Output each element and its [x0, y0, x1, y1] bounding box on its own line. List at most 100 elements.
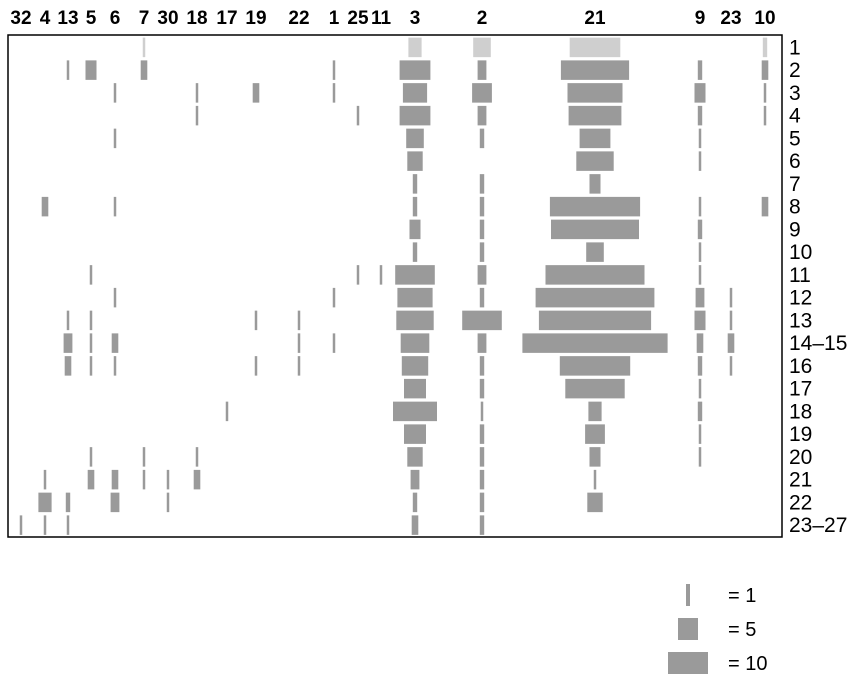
cell-2-row-2	[477, 60, 487, 80]
column-label: 2	[477, 8, 488, 29]
cell-2-row-21	[479, 469, 485, 490]
cell-9-row-4	[697, 105, 703, 126]
cell-2-row-1	[473, 37, 491, 58]
column-label: 18	[186, 8, 207, 29]
column-label: 3	[410, 8, 421, 29]
cell-21-row-7	[589, 174, 601, 194]
cell-2-row-12	[479, 287, 485, 308]
cell-5-row-11	[89, 265, 93, 285]
cell-2-row-7	[479, 174, 485, 194]
cell-1-row-3	[332, 83, 336, 103]
cell-9-row-16	[697, 356, 703, 376]
cell-21-row-5	[579, 128, 611, 149]
legend: = 1 = 5 = 10	[668, 584, 767, 675]
cell-5-row-2	[85, 60, 97, 80]
legend-label: = 1	[728, 585, 756, 607]
cell-6-row-3	[113, 83, 117, 103]
cell-2-row-9	[479, 219, 485, 240]
cell-21-row-14–15	[522, 333, 668, 353]
cell-2-row-20	[479, 447, 485, 467]
row-label: 23–27	[789, 514, 847, 537]
column-label: 5	[86, 8, 97, 29]
cell-13-row-13	[66, 310, 70, 331]
cell-9-row-12	[695, 287, 705, 308]
cell-10-row-2	[761, 60, 769, 80]
cell-10-row-1	[762, 37, 768, 58]
cell-13-row-14–15	[63, 333, 73, 353]
cell-7-row-2	[140, 60, 148, 80]
row-label: 11	[789, 264, 811, 287]
column-label: 21	[584, 8, 606, 29]
cell-19-row-16	[254, 356, 258, 376]
cell-6-row-21	[111, 469, 119, 490]
cell-32-row-23–27	[19, 515, 23, 535]
cell-22-row-16	[297, 356, 301, 376]
column-label: 7	[139, 8, 150, 29]
cell-19-row-3	[252, 83, 260, 103]
cell-9-row-20	[698, 447, 702, 467]
row-label: 21	[789, 469, 812, 492]
cell-5-row-20	[89, 447, 93, 467]
cell-21-row-18	[588, 401, 602, 422]
cell-3-row-18	[393, 401, 437, 422]
cell-1-row-12	[332, 287, 336, 308]
column-label: 30	[157, 8, 178, 29]
row-label: 8	[789, 196, 801, 219]
legend-swatch	[668, 652, 708, 674]
column-label: 13	[57, 8, 78, 29]
cell-3-row-3	[402, 83, 428, 103]
column-label: 17	[216, 8, 237, 29]
legend-swatch	[686, 584, 690, 606]
column-label: 23	[720, 8, 741, 29]
row-label: 17	[789, 378, 812, 401]
row-label: 6	[789, 150, 801, 173]
cell-18-row-21	[193, 469, 201, 490]
cell-21-row-1	[569, 37, 621, 58]
cell-13-row-2	[66, 60, 70, 80]
cell-21-row-4	[568, 105, 622, 126]
cell-3-row-14–15	[400, 333, 430, 353]
cell-21-row-2	[560, 60, 630, 80]
cell-2-row-17	[479, 378, 485, 399]
cell-21-row-12	[535, 287, 655, 308]
cell-21-row-20	[589, 447, 601, 467]
cell-23-row-13	[729, 310, 733, 331]
column-label: 1	[329, 8, 340, 29]
cell-13-row-23–27	[66, 515, 70, 535]
column-label: 11	[371, 8, 392, 29]
row-label: 1	[789, 36, 801, 59]
cell-3-row-21	[410, 469, 420, 490]
cell-4-row-23–27	[43, 515, 47, 535]
cell-9-row-17	[698, 378, 702, 399]
cell-1-row-14–15	[332, 333, 336, 353]
row-label: 22	[789, 491, 812, 514]
cell-2-row-19	[479, 424, 485, 444]
cell-6-row-14–15	[111, 333, 119, 353]
cell-9-row-5	[698, 128, 702, 149]
cell-22-row-14–15	[297, 333, 301, 353]
cell-5-row-13	[89, 310, 93, 331]
cell-6-row-22	[110, 492, 120, 513]
cell-3-row-5	[406, 128, 424, 149]
cell-5-row-14–15	[89, 333, 93, 353]
cell-17-row-18	[225, 401, 229, 422]
plot-frame	[7, 34, 783, 538]
cells-layer	[19, 37, 769, 535]
cell-6-row-5	[113, 128, 117, 149]
cell-9-row-10	[698, 242, 702, 262]
column-labels: 32 4 13 5 6 7 30 18 17 19 22 1 25 11 3 2 21 9 23 10	[10, 8, 775, 29]
row-label: 12	[789, 287, 812, 310]
cell-2-row-18	[480, 401, 484, 422]
cell-3-row-1	[408, 37, 422, 58]
cell-2-row-5	[479, 128, 485, 149]
legend-label: = 5	[728, 619, 756, 641]
cell-21-row-8	[549, 196, 641, 217]
cell-6-row-12	[113, 287, 117, 308]
cell-3-row-13	[396, 310, 434, 331]
cell-6-row-8	[113, 196, 117, 217]
cell-21-row-3	[567, 83, 623, 103]
cell-9-row-13	[694, 310, 706, 331]
cell-2-row-8	[479, 196, 485, 217]
column-label: 19	[245, 8, 266, 29]
